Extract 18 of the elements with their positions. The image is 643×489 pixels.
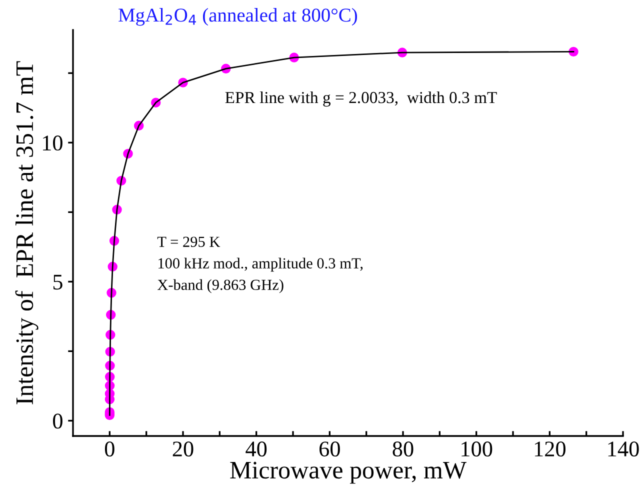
chart-title: MgAl$_{2}$O$_{4}$ (annealed at 800°C) (118, 8, 357, 26)
y-axis-title: Intensity of EPR line at 351.7 mT (15, 61, 38, 404)
annotation: T = 295 K (157, 236, 220, 247)
x-tick-label: 80 (392, 442, 414, 456)
x-tick-label: 140 (608, 442, 639, 456)
annotation: EPR line with g = 2.0033, width 0.3 mT (225, 91, 497, 107)
x-tick-label: 20 (172, 442, 194, 456)
x-tick-label: 100 (462, 442, 492, 456)
x-axis-title: Microwave power, mW (230, 462, 466, 484)
y-tick-label: 10 (43, 136, 62, 151)
x-tick-label: 40 (246, 442, 267, 456)
x-tick-label: 0 (104, 442, 114, 456)
y-tick-label: 5 (53, 274, 62, 290)
x-tick-label: 60 (320, 442, 340, 456)
y-tick-label: 0 (53, 414, 62, 429)
annotation: 100 kHz mod., amplitude 0.3 mT, (158, 258, 363, 272)
annotation: X-band (9.863 GHz) (157, 279, 284, 294)
x-tick-label: 120 (534, 442, 566, 456)
